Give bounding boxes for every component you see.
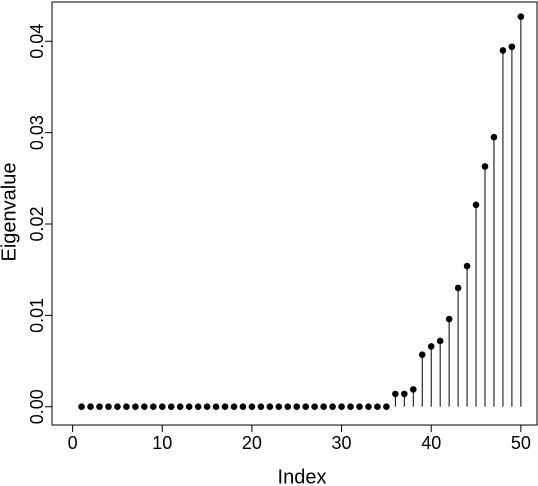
point	[392, 390, 399, 398]
point	[203, 403, 211, 411]
point	[490, 133, 498, 141]
point	[194, 403, 202, 411]
point	[427, 343, 435, 350]
point	[167, 403, 175, 411]
point	[383, 403, 390, 411]
point	[185, 403, 193, 411]
y-tick-label: 0.03	[27, 115, 47, 150]
point	[293, 403, 301, 411]
x-axis-label: Index	[278, 466, 327, 486]
point	[78, 403, 85, 411]
point	[481, 163, 489, 170]
point	[158, 403, 166, 411]
point	[141, 403, 148, 411]
point	[257, 403, 265, 411]
x-tick-label: 20	[242, 433, 262, 453]
point	[454, 284, 462, 292]
point	[436, 337, 444, 345]
point	[123, 403, 130, 411]
point	[445, 315, 453, 323]
point	[284, 403, 292, 411]
x-tick-label: 30	[332, 433, 352, 453]
point	[338, 403, 345, 411]
y-tick-label: 0.02	[27, 206, 47, 241]
point	[114, 403, 121, 411]
x-tick-label: 10	[152, 433, 172, 453]
point	[409, 386, 417, 393]
plot-frame	[51, 1, 538, 426]
point	[320, 403, 327, 411]
point	[176, 403, 184, 411]
x-tick-label: 50	[511, 433, 531, 453]
point	[347, 403, 354, 411]
y-axis-label: Eigenvalue	[0, 163, 20, 262]
y-tick-label: 0.00	[27, 389, 47, 424]
point	[239, 403, 247, 411]
point	[517, 13, 525, 20]
point	[266, 403, 274, 411]
point	[248, 403, 256, 411]
y-tick-label: 0.01	[27, 298, 47, 333]
point	[221, 403, 229, 411]
x-tick-label: 40	[421, 433, 441, 453]
point	[418, 351, 426, 358]
point	[87, 403, 94, 411]
point	[212, 403, 220, 411]
point	[150, 403, 157, 411]
point	[230, 403, 238, 411]
point	[275, 403, 283, 411]
point	[96, 403, 103, 411]
point	[374, 403, 381, 411]
point	[132, 403, 139, 411]
point	[105, 403, 112, 411]
point	[472, 201, 480, 209]
point	[329, 403, 336, 411]
point	[311, 403, 318, 411]
point	[302, 403, 310, 411]
point	[365, 403, 372, 411]
point	[508, 43, 516, 51]
y-tick-label: 0.04	[27, 24, 47, 59]
x-tick-label: 0	[68, 433, 78, 453]
point	[463, 262, 471, 270]
point	[499, 47, 507, 54]
point	[356, 403, 363, 411]
point	[401, 390, 408, 398]
